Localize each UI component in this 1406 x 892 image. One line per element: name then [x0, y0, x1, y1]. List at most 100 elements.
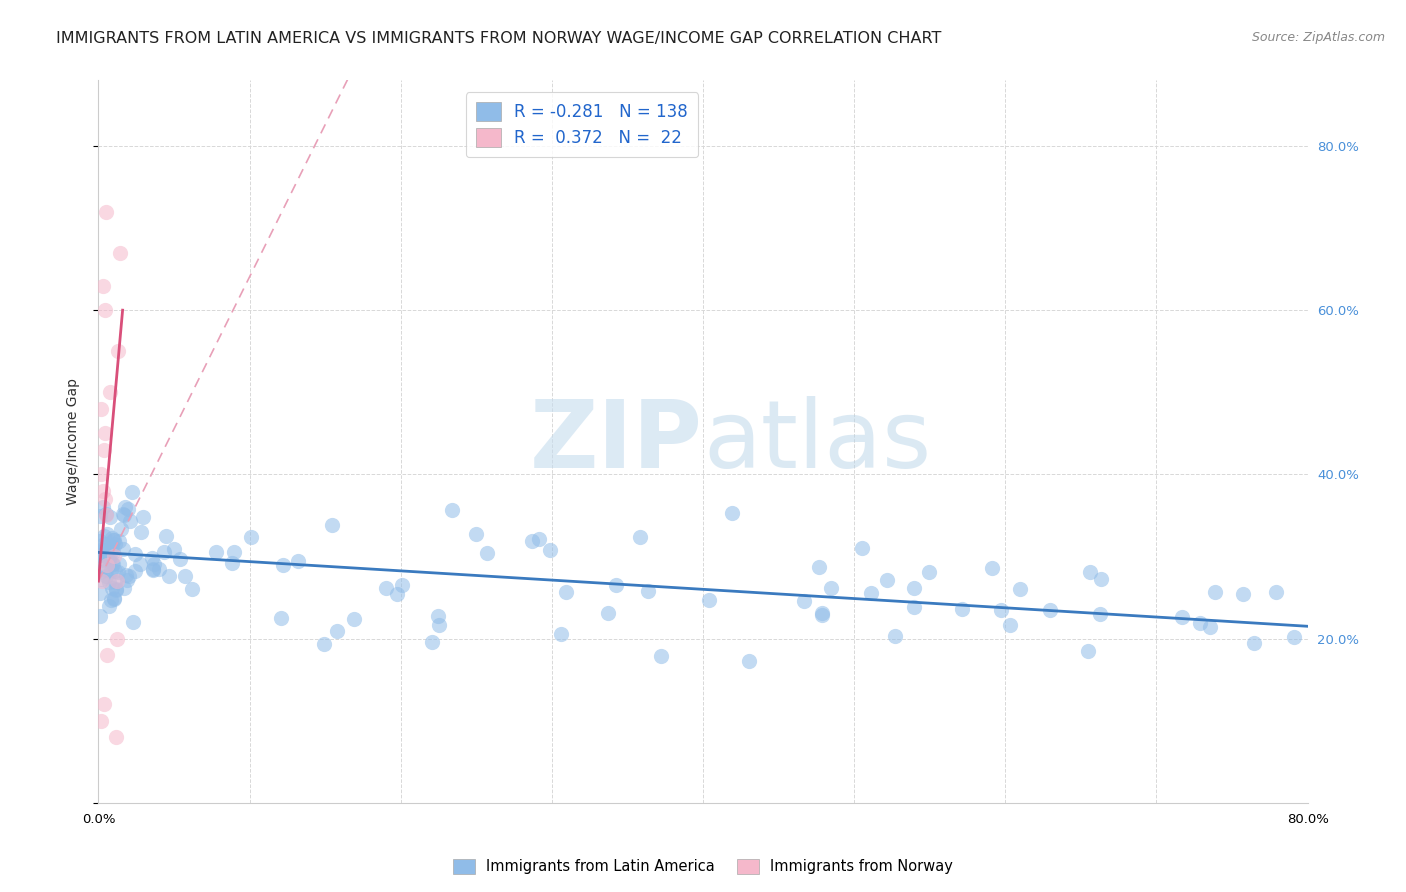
Point	[221, 556, 243, 570]
Point	[721, 506, 744, 520]
Point	[118, 515, 141, 529]
Point	[93, 543, 115, 558]
Point	[155, 528, 177, 542]
Point	[103, 549, 125, 564]
Point	[990, 603, 1012, 617]
Point	[128, 557, 150, 571]
Point	[94, 507, 117, 521]
Point	[129, 525, 152, 540]
Point	[97, 575, 120, 590]
Point	[94, 508, 117, 523]
Point	[100, 545, 122, 559]
Point	[738, 654, 761, 668]
Point	[1171, 610, 1194, 624]
Point	[520, 534, 543, 549]
Point	[96, 526, 118, 541]
Point	[808, 560, 831, 574]
Point	[98, 554, 121, 568]
Point	[876, 573, 898, 587]
Point	[1264, 585, 1286, 599]
Point	[93, 541, 115, 555]
Point	[110, 522, 132, 536]
Point	[124, 564, 146, 578]
Point	[440, 503, 463, 517]
Point	[103, 533, 125, 548]
Point	[1077, 644, 1099, 658]
Point	[108, 534, 131, 549]
Point	[114, 581, 136, 595]
Point	[851, 541, 873, 556]
Point	[950, 602, 973, 616]
Point	[104, 574, 127, 589]
Point	[114, 500, 136, 515]
Point	[101, 545, 124, 559]
Point	[270, 610, 292, 624]
Point	[104, 564, 127, 578]
Point	[169, 552, 191, 566]
Point	[90, 714, 112, 728]
Point	[180, 582, 202, 596]
Point	[998, 618, 1021, 632]
Point	[98, 385, 121, 400]
Text: Source: ZipAtlas.com: Source: ZipAtlas.com	[1251, 31, 1385, 45]
Point	[93, 442, 115, 457]
Point	[1039, 602, 1062, 616]
Point	[121, 615, 143, 629]
Point	[118, 569, 141, 583]
Point	[1204, 585, 1226, 599]
Point	[312, 637, 335, 651]
Point	[101, 557, 124, 571]
Point	[90, 553, 112, 567]
Point	[131, 509, 153, 524]
Point	[93, 537, 115, 551]
Point	[239, 530, 262, 544]
Point	[96, 648, 118, 662]
Point	[100, 558, 122, 572]
Legend: R = -0.281   N = 138, R =  0.372   N =  22: R = -0.281 N = 138, R = 0.372 N = 22	[465, 92, 699, 157]
Point	[103, 591, 125, 606]
Point	[115, 568, 138, 582]
Point	[115, 573, 138, 587]
Point	[101, 581, 124, 595]
Point	[883, 629, 905, 643]
Point	[859, 586, 882, 600]
Point	[104, 536, 127, 550]
Point	[142, 557, 165, 571]
Point	[89, 533, 111, 548]
Point	[1199, 620, 1222, 634]
Point	[94, 563, 117, 577]
Point	[605, 578, 627, 592]
Point	[793, 594, 815, 608]
Point	[141, 551, 163, 566]
Point	[90, 572, 112, 586]
Point	[111, 542, 134, 557]
Text: atlas: atlas	[703, 395, 931, 488]
Point	[163, 541, 186, 556]
Point	[101, 531, 124, 545]
Point	[100, 592, 122, 607]
Point	[554, 584, 576, 599]
Point	[91, 500, 114, 515]
Point	[121, 484, 143, 499]
Point	[101, 539, 124, 553]
Point	[343, 612, 366, 626]
Point	[598, 606, 620, 620]
Point	[287, 554, 309, 568]
Point	[1078, 565, 1101, 579]
Point	[385, 586, 408, 600]
Point	[89, 548, 111, 562]
Point	[650, 648, 672, 663]
Point	[374, 581, 396, 595]
Point	[90, 401, 112, 416]
Point	[124, 547, 146, 561]
Point	[142, 563, 165, 577]
Point	[205, 545, 228, 559]
Point	[105, 632, 128, 646]
Point	[91, 278, 114, 293]
Point	[97, 542, 120, 557]
Point	[107, 344, 129, 359]
Point	[93, 529, 115, 543]
Text: IMMIGRANTS FROM LATIN AMERICA VS IMMIGRANTS FROM NORWAY WAGE/INCOME GAP CORRELAT: IMMIGRANTS FROM LATIN AMERICA VS IMMIGRA…	[56, 31, 942, 46]
Point	[427, 609, 450, 624]
Point	[427, 617, 450, 632]
